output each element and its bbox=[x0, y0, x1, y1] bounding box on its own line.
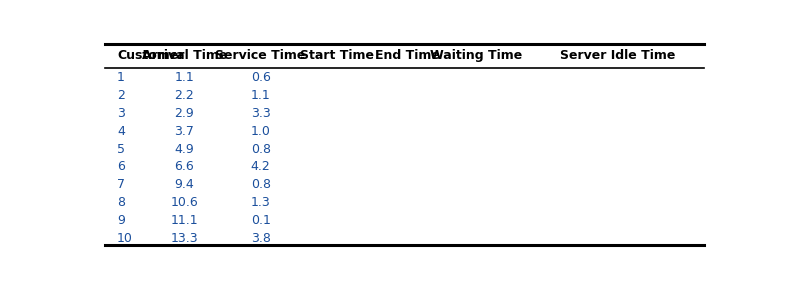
Text: 2.2: 2.2 bbox=[174, 89, 194, 102]
Text: Service Time: Service Time bbox=[215, 49, 306, 62]
Text: 6: 6 bbox=[117, 160, 125, 173]
Text: 0.8: 0.8 bbox=[251, 143, 271, 156]
Text: 4.2: 4.2 bbox=[251, 160, 271, 173]
Text: 1.1: 1.1 bbox=[174, 71, 194, 84]
Text: Start Time: Start Time bbox=[300, 49, 374, 62]
Text: 0.6: 0.6 bbox=[251, 71, 271, 84]
Text: 1.0: 1.0 bbox=[251, 125, 271, 138]
Text: 0.1: 0.1 bbox=[251, 214, 271, 227]
Text: Arrival Time: Arrival Time bbox=[141, 49, 227, 62]
Text: Waiting Time: Waiting Time bbox=[430, 49, 522, 62]
Text: 8: 8 bbox=[117, 196, 125, 209]
Text: 2.9: 2.9 bbox=[174, 107, 194, 120]
Text: 3: 3 bbox=[117, 107, 125, 120]
Text: Server Idle Time: Server Idle Time bbox=[560, 49, 675, 62]
Text: 2: 2 bbox=[117, 89, 125, 102]
Text: 5: 5 bbox=[117, 143, 125, 156]
Text: 0.8: 0.8 bbox=[251, 178, 271, 191]
Text: 11.1: 11.1 bbox=[170, 214, 198, 227]
Text: 10.6: 10.6 bbox=[170, 196, 198, 209]
Text: 6.6: 6.6 bbox=[174, 160, 194, 173]
Text: End Time: End Time bbox=[375, 49, 439, 62]
Text: 3.3: 3.3 bbox=[251, 107, 271, 120]
Text: 3.8: 3.8 bbox=[251, 232, 271, 245]
Text: 1.1: 1.1 bbox=[251, 89, 271, 102]
Text: 9.4: 9.4 bbox=[174, 178, 194, 191]
Text: 3.7: 3.7 bbox=[174, 125, 194, 138]
Text: 9: 9 bbox=[117, 214, 125, 227]
Text: 7: 7 bbox=[117, 178, 125, 191]
Text: 1.3: 1.3 bbox=[251, 196, 271, 209]
Text: 13.3: 13.3 bbox=[170, 232, 198, 245]
Text: 4: 4 bbox=[117, 125, 125, 138]
Text: 10: 10 bbox=[117, 232, 133, 245]
Text: 4.9: 4.9 bbox=[174, 143, 194, 156]
Text: Customer: Customer bbox=[117, 49, 185, 62]
Text: 1: 1 bbox=[117, 71, 125, 84]
